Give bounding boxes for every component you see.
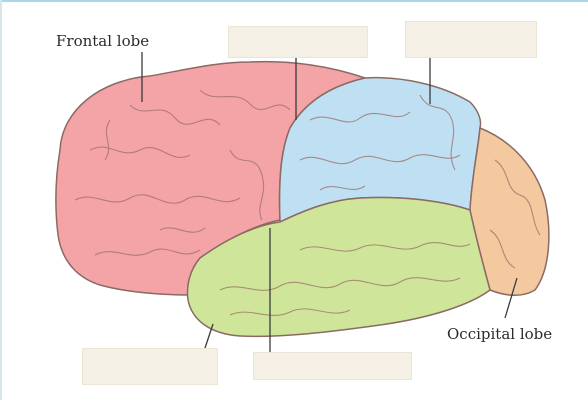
occipital-lobe-region [469,126,550,296]
blank-label-parietal-top [228,26,368,58]
blank-label-bottom-center [253,352,412,380]
blank-label-temporal-bottom-left [82,348,218,385]
temporal-lobe-region [186,196,491,338]
label-frontal-lobe: Frontal lobe [56,32,150,50]
blank-label-parietal-upper-right [405,21,537,58]
leader-lines [141,52,518,352]
label-occipital-lobe: Occipital lobe [447,325,553,343]
occipital-leader-line [504,277,518,319]
brain-folds [74,89,541,316]
temporal-leader-line [204,323,214,349]
frame-edge [0,0,2,400]
